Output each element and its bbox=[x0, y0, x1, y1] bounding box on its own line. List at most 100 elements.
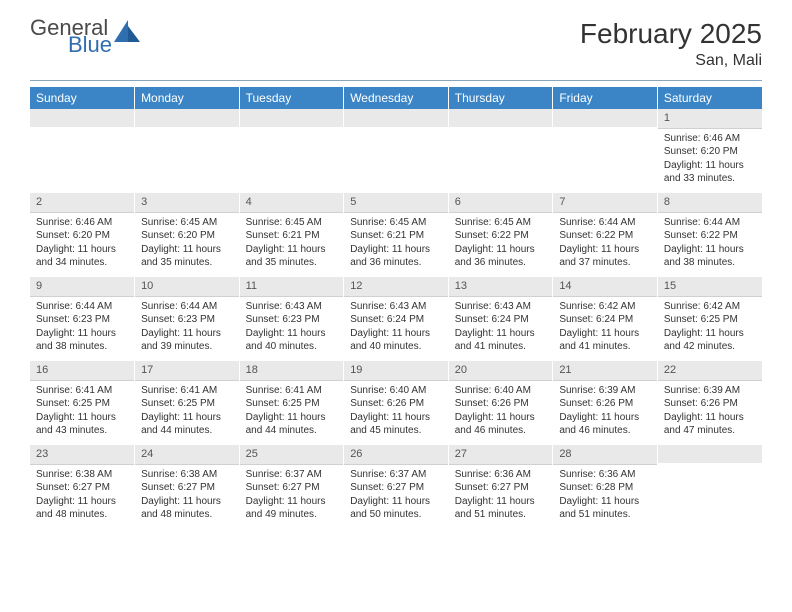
brand-logo: General Blue bbox=[30, 18, 140, 56]
day-number: 7 bbox=[553, 193, 657, 213]
day-body: Sunrise: 6:36 AMSunset: 6:28 PMDaylight:… bbox=[553, 465, 657, 528]
empty-daynum bbox=[30, 109, 134, 127]
daylight-text: Daylight: 11 hours and 41 minutes. bbox=[455, 327, 547, 354]
day-number: 25 bbox=[240, 445, 344, 465]
day-body: Sunrise: 6:43 AMSunset: 6:23 PMDaylight:… bbox=[240, 297, 344, 360]
daylight-text: Daylight: 11 hours and 44 minutes. bbox=[141, 411, 233, 438]
day-body: Sunrise: 6:45 AMSunset: 6:22 PMDaylight:… bbox=[449, 213, 553, 276]
sunrise-text: Sunrise: 6:45 AM bbox=[246, 216, 338, 230]
day-body: Sunrise: 6:37 AMSunset: 6:27 PMDaylight:… bbox=[344, 465, 448, 528]
calendar-cell: 10Sunrise: 6:44 AMSunset: 6:23 PMDayligh… bbox=[135, 277, 240, 361]
daylight-text: Daylight: 11 hours and 40 minutes. bbox=[350, 327, 442, 354]
day-number: 27 bbox=[449, 445, 553, 465]
day-number: 8 bbox=[658, 193, 762, 213]
day-body: Sunrise: 6:41 AMSunset: 6:25 PMDaylight:… bbox=[135, 381, 239, 444]
empty-daynum bbox=[240, 109, 344, 127]
day-number: 12 bbox=[344, 277, 448, 297]
calendar-cell bbox=[553, 109, 658, 193]
day-body: Sunrise: 6:42 AMSunset: 6:25 PMDaylight:… bbox=[658, 297, 762, 360]
day-number: 24 bbox=[135, 445, 239, 465]
calendar-cell: 14Sunrise: 6:42 AMSunset: 6:24 PMDayligh… bbox=[553, 277, 658, 361]
day-body: Sunrise: 6:44 AMSunset: 6:23 PMDaylight:… bbox=[135, 297, 239, 360]
day-number: 16 bbox=[30, 361, 134, 381]
day-body: Sunrise: 6:45 AMSunset: 6:21 PMDaylight:… bbox=[240, 213, 344, 276]
calendar-cell bbox=[239, 109, 344, 193]
sunrise-text: Sunrise: 6:45 AM bbox=[455, 216, 547, 230]
day-number: 20 bbox=[449, 361, 553, 381]
day-number: 26 bbox=[344, 445, 448, 465]
sunrise-text: Sunrise: 6:38 AM bbox=[36, 468, 128, 482]
daylight-text: Daylight: 11 hours and 38 minutes. bbox=[664, 243, 756, 270]
daylight-text: Daylight: 11 hours and 50 minutes. bbox=[350, 495, 442, 522]
sunrise-text: Sunrise: 6:36 AM bbox=[455, 468, 547, 482]
empty-daynum bbox=[553, 109, 657, 127]
sunset-text: Sunset: 6:26 PM bbox=[455, 397, 547, 411]
day-body: Sunrise: 6:40 AMSunset: 6:26 PMDaylight:… bbox=[344, 381, 448, 444]
calendar-cell: 25Sunrise: 6:37 AMSunset: 6:27 PMDayligh… bbox=[239, 445, 344, 529]
calendar-cell: 4Sunrise: 6:45 AMSunset: 6:21 PMDaylight… bbox=[239, 193, 344, 277]
daylight-text: Daylight: 11 hours and 47 minutes. bbox=[664, 411, 756, 438]
day-number: 1 bbox=[658, 109, 762, 129]
sunset-text: Sunset: 6:24 PM bbox=[559, 313, 651, 327]
sunset-text: Sunset: 6:23 PM bbox=[141, 313, 233, 327]
daylight-text: Daylight: 11 hours and 40 minutes. bbox=[246, 327, 338, 354]
calendar-cell: 11Sunrise: 6:43 AMSunset: 6:23 PMDayligh… bbox=[239, 277, 344, 361]
sunrise-text: Sunrise: 6:46 AM bbox=[36, 216, 128, 230]
sunrise-text: Sunrise: 6:44 AM bbox=[141, 300, 233, 314]
calendar-cell: 5Sunrise: 6:45 AMSunset: 6:21 PMDaylight… bbox=[344, 193, 449, 277]
sunrise-text: Sunrise: 6:45 AM bbox=[141, 216, 233, 230]
sunset-text: Sunset: 6:20 PM bbox=[664, 145, 756, 159]
day-number: 4 bbox=[240, 193, 344, 213]
day-number: 23 bbox=[30, 445, 134, 465]
day-header: Sunday bbox=[30, 87, 135, 109]
brand-line2: Blue bbox=[68, 35, 112, 56]
calendar-table: SundayMondayTuesdayWednesdayThursdayFrid… bbox=[30, 87, 762, 529]
sunset-text: Sunset: 6:22 PM bbox=[664, 229, 756, 243]
calendar-cell: 8Sunrise: 6:44 AMSunset: 6:22 PMDaylight… bbox=[657, 193, 762, 277]
daylight-text: Daylight: 11 hours and 49 minutes. bbox=[246, 495, 338, 522]
day-body: Sunrise: 6:44 AMSunset: 6:23 PMDaylight:… bbox=[30, 297, 134, 360]
calendar-cell: 26Sunrise: 6:37 AMSunset: 6:27 PMDayligh… bbox=[344, 445, 449, 529]
sunrise-text: Sunrise: 6:46 AM bbox=[664, 132, 756, 146]
sunrise-text: Sunrise: 6:41 AM bbox=[36, 384, 128, 398]
day-number: 21 bbox=[553, 361, 657, 381]
sunrise-text: Sunrise: 6:41 AM bbox=[141, 384, 233, 398]
day-number: 5 bbox=[344, 193, 448, 213]
day-number: 11 bbox=[240, 277, 344, 297]
sunset-text: Sunset: 6:27 PM bbox=[246, 481, 338, 495]
day-number: 10 bbox=[135, 277, 239, 297]
day-number: 3 bbox=[135, 193, 239, 213]
day-body: Sunrise: 6:42 AMSunset: 6:24 PMDaylight:… bbox=[553, 297, 657, 360]
sunrise-text: Sunrise: 6:43 AM bbox=[246, 300, 338, 314]
day-body: Sunrise: 6:44 AMSunset: 6:22 PMDaylight:… bbox=[658, 213, 762, 276]
sunrise-text: Sunrise: 6:39 AM bbox=[559, 384, 651, 398]
sunrise-text: Sunrise: 6:43 AM bbox=[350, 300, 442, 314]
sunset-text: Sunset: 6:20 PM bbox=[36, 229, 128, 243]
sunset-text: Sunset: 6:26 PM bbox=[664, 397, 756, 411]
empty-daynum bbox=[344, 109, 448, 127]
sunrise-text: Sunrise: 6:41 AM bbox=[246, 384, 338, 398]
day-number: 9 bbox=[30, 277, 134, 297]
sunrise-text: Sunrise: 6:42 AM bbox=[664, 300, 756, 314]
calendar-cell: 1Sunrise: 6:46 AMSunset: 6:20 PMDaylight… bbox=[657, 109, 762, 193]
calendar-week-row: 2 Sunrise: 6:46 AMSunset: 6:20 PM Daylight… bbox=[30, 193, 762, 277]
sunrise-text: Sunrise: 6:43 AM bbox=[455, 300, 547, 314]
empty-daynum bbox=[135, 109, 239, 127]
calendar-cell: 17Sunrise: 6:41 AMSunset: 6:25 PMDayligh… bbox=[135, 361, 240, 445]
daylight-text: Daylight: 11 hours and 46 minutes. bbox=[559, 411, 651, 438]
calendar-cell bbox=[448, 109, 553, 193]
calendar-cell bbox=[135, 109, 240, 193]
sunrise-text: Sunrise: 6:44 AM bbox=[664, 216, 756, 230]
sunrise-text: Sunrise: 6:42 AM bbox=[559, 300, 651, 314]
sunset-text: Sunset: 6:27 PM bbox=[141, 481, 233, 495]
day-number: 2 bbox=[30, 193, 134, 213]
day-body: Sunrise: 6:38 AMSunset: 6:27 PMDaylight:… bbox=[135, 465, 239, 528]
day-header: Saturday bbox=[657, 87, 762, 109]
calendar-cell: 6Sunrise: 6:45 AMSunset: 6:22 PMDaylight… bbox=[448, 193, 553, 277]
day-body: Sunrise: 6:44 AMSunset: 6:22 PMDaylight:… bbox=[553, 213, 657, 276]
daylight-text: Daylight: 11 hours and 42 minutes. bbox=[664, 327, 756, 354]
sunset-text: Sunset: 6:27 PM bbox=[350, 481, 442, 495]
day-body: Sunrise: 6:36 AMSunset: 6:27 PMDaylight:… bbox=[449, 465, 553, 528]
sunrise-text: Sunrise: 6:40 AM bbox=[350, 384, 442, 398]
calendar-body: 1Sunrise: 6:46 AMSunset: 6:20 PMDaylight… bbox=[30, 109, 762, 529]
